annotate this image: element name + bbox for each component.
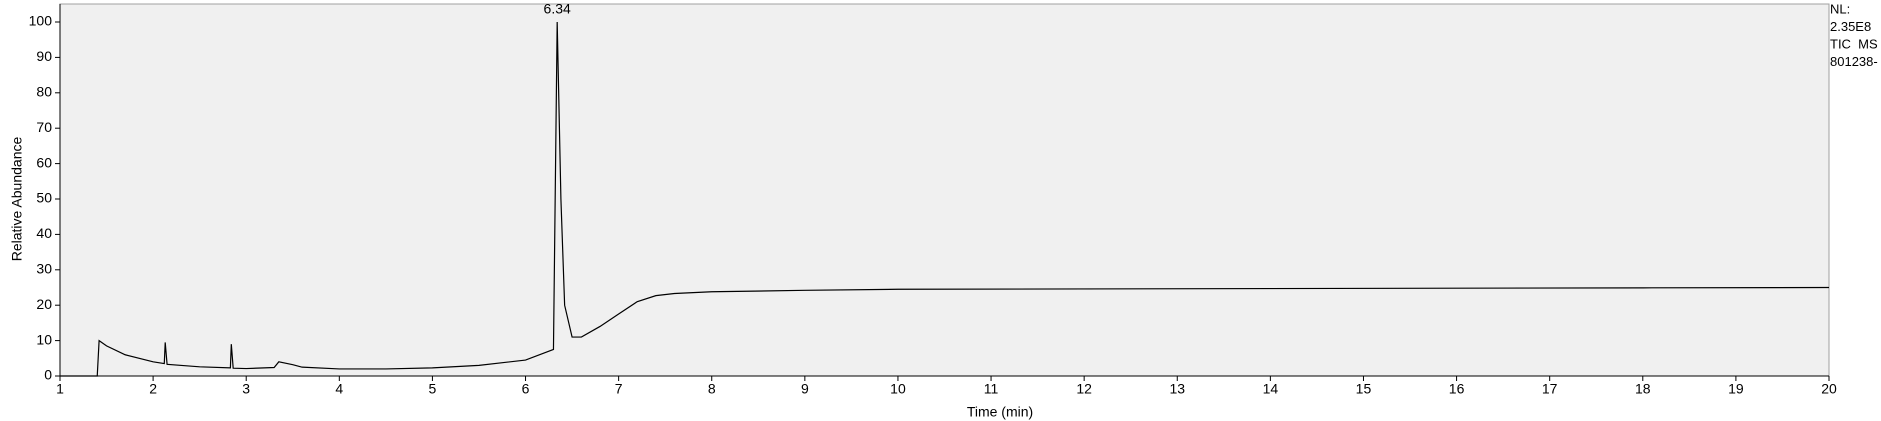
x-tick-label: 5 — [429, 381, 437, 397]
side-label: 2.35E8 — [1830, 19, 1871, 34]
x-tick-label: 11 — [984, 381, 999, 397]
y-tick-label: 40 — [36, 225, 52, 241]
x-axis-label: Time (min) — [967, 404, 1033, 420]
x-tick-label: 6 — [522, 381, 530, 397]
side-label: 801238- — [1830, 54, 1878, 69]
x-tick-label: 12 — [1076, 381, 1092, 397]
y-tick-label: 0 — [44, 367, 52, 383]
y-tick-label: 20 — [36, 296, 52, 312]
y-tick-label: 70 — [36, 119, 52, 135]
plot-area — [59, 3, 1830, 377]
y-tick-label: 10 — [36, 331, 52, 347]
y-axis-label: Relative Abundance — [9, 137, 25, 262]
y-tick-label: 50 — [36, 190, 52, 206]
x-tick-label: 15 — [1356, 381, 1372, 397]
x-tick-label: 3 — [242, 381, 250, 397]
x-tick-label: 16 — [1449, 381, 1465, 397]
peak-label: 6.34 — [544, 1, 571, 17]
y-tick-label: 60 — [36, 154, 52, 170]
x-tick-label: 1 — [56, 381, 64, 397]
x-tick-label: 9 — [801, 381, 809, 397]
x-tick-label: 13 — [1169, 381, 1185, 397]
y-tick-label: 100 — [29, 13, 53, 29]
side-label: TIC MS — [1830, 36, 1878, 51]
x-tick-label: 2 — [149, 381, 157, 397]
y-tick-label: 90 — [36, 48, 52, 64]
x-tick-label: 19 — [1728, 381, 1744, 397]
x-tick-label: 10 — [890, 381, 906, 397]
x-tick-label: 7 — [615, 381, 623, 397]
side-label: NL: — [1830, 1, 1850, 16]
y-tick-label: 30 — [36, 261, 52, 277]
chromatogram-line — [60, 21, 1830, 377]
x-tick-label: 18 — [1635, 381, 1651, 397]
x-tick-label: 8 — [708, 381, 716, 397]
x-tick-label: 4 — [335, 381, 343, 397]
x-tick-label: 17 — [1542, 381, 1558, 397]
x-tick-label: 20 — [1821, 381, 1837, 397]
y-tick-label: 80 — [36, 84, 52, 100]
x-tick-label: 14 — [1263, 381, 1279, 397]
